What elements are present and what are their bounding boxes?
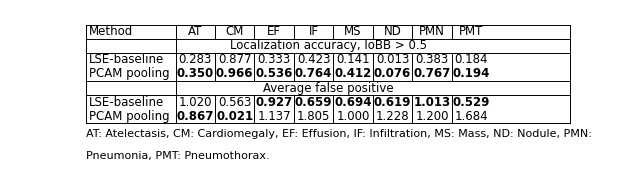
Text: 1.228: 1.228 — [376, 110, 410, 123]
Text: Average false positive: Average false positive — [262, 82, 394, 94]
Text: 0.767: 0.767 — [413, 68, 451, 80]
Text: 0.013: 0.013 — [376, 53, 409, 66]
Text: Pneumonia, PMT: Pneumothorax.: Pneumonia, PMT: Pneumothorax. — [86, 151, 269, 161]
Text: 0.021: 0.021 — [216, 110, 253, 123]
Text: ND: ND — [383, 25, 401, 38]
Text: 1.020: 1.020 — [179, 96, 212, 109]
Text: 1.137: 1.137 — [257, 110, 291, 123]
Text: LSE-baseline: LSE-baseline — [89, 53, 164, 66]
Text: 1.000: 1.000 — [337, 110, 370, 123]
Text: 0.283: 0.283 — [179, 53, 212, 66]
Text: 0.141: 0.141 — [336, 53, 370, 66]
Text: 0.076: 0.076 — [374, 68, 411, 80]
Text: PCAM pooling: PCAM pooling — [89, 68, 170, 80]
Text: 0.383: 0.383 — [415, 53, 449, 66]
Text: EF: EF — [267, 25, 281, 38]
Text: 0.694: 0.694 — [334, 96, 372, 109]
Text: 0.536: 0.536 — [255, 68, 293, 80]
Text: 1.013: 1.013 — [413, 96, 451, 109]
Text: 1.684: 1.684 — [454, 110, 488, 123]
Text: 0.619: 0.619 — [374, 96, 411, 109]
Text: 0.412: 0.412 — [335, 68, 372, 80]
Text: IF: IF — [308, 25, 319, 38]
Text: AT: AT — [188, 25, 202, 38]
Text: 0.867: 0.867 — [177, 110, 214, 123]
Text: 0.966: 0.966 — [216, 68, 253, 80]
Text: 1.805: 1.805 — [297, 110, 330, 123]
Text: Method: Method — [89, 25, 133, 38]
Text: MS: MS — [344, 25, 362, 38]
Text: 0.423: 0.423 — [297, 53, 330, 66]
Text: LSE-baseline: LSE-baseline — [89, 96, 164, 109]
Text: PMN: PMN — [419, 25, 445, 38]
Text: Localization accuracy, IoBB > 0.5: Localization accuracy, IoBB > 0.5 — [230, 39, 426, 52]
Text: AT: Atelectasis, CM: Cardiomegaly, EF: Effusion, IF: Infiltration, MS: Mass, ND:: AT: Atelectasis, CM: Cardiomegaly, EF: E… — [86, 129, 592, 139]
Text: 0.563: 0.563 — [218, 96, 252, 109]
Text: PCAM pooling: PCAM pooling — [89, 110, 170, 123]
Text: 0.194: 0.194 — [452, 68, 490, 80]
Text: CM: CM — [225, 25, 244, 38]
Text: 0.184: 0.184 — [454, 53, 488, 66]
Text: 0.659: 0.659 — [295, 96, 332, 109]
Text: PMT: PMT — [460, 25, 484, 38]
Text: 0.529: 0.529 — [452, 96, 490, 109]
Text: 0.877: 0.877 — [218, 53, 252, 66]
Text: 0.927: 0.927 — [255, 96, 292, 109]
Text: 0.764: 0.764 — [295, 68, 332, 80]
Text: 0.333: 0.333 — [257, 53, 291, 66]
Text: 1.200: 1.200 — [415, 110, 449, 123]
Text: 0.350: 0.350 — [177, 68, 214, 80]
